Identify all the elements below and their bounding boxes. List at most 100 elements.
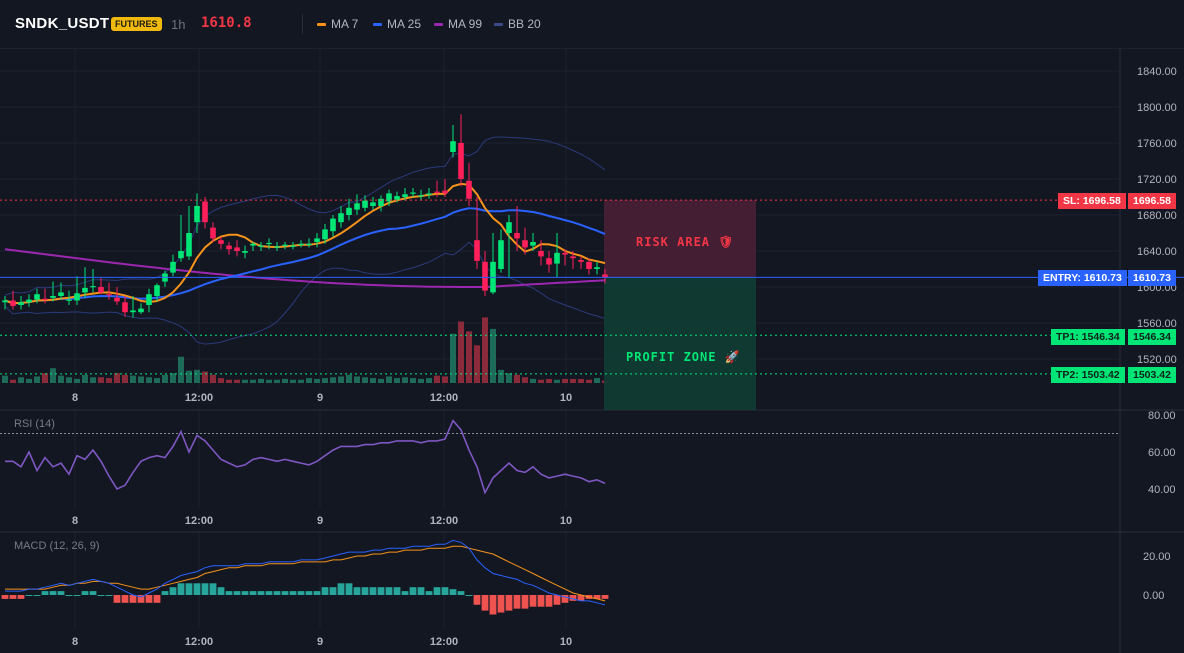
macd-histogram-bar [289,591,297,595]
entry-tag[interactable]: ENTRY: 1610.73 [1038,270,1127,286]
macd-histogram-bar [313,591,321,595]
macd-histogram-bar [305,591,313,595]
volume-bar [266,379,272,383]
volume-bar [170,373,176,383]
macd-histogram-bar [481,595,489,611]
volume-bar [290,379,296,383]
macd-histogram-bar [593,595,601,599]
macd-histogram-bar [105,595,113,596]
volume-bar [10,379,16,383]
candle-body [554,252,560,264]
header-divider [302,14,303,34]
rsi-tick-label: 80.00 [1148,410,1176,422]
macd-histogram-bar [441,587,449,595]
macd-histogram-bar [385,587,393,595]
candle-body [218,240,224,244]
candle-body [474,240,480,261]
candle-body [226,245,232,250]
legend-ma25[interactable]: MA 25 [373,17,421,31]
candle-body [114,297,120,302]
symbol-name[interactable]: SNDK_USDT [15,15,110,32]
macd-histogram-bar [209,583,217,595]
macd-histogram-bar [233,591,241,595]
candle-body [402,194,408,197]
macd-histogram-bar [121,595,129,603]
macd-histogram-bar [337,583,345,595]
volume-bar [386,376,392,383]
macd-histogram-bar [201,583,209,595]
candle-body [274,246,280,248]
volume-bar [546,378,552,383]
macd-histogram-bar [297,591,305,595]
candle-body [346,207,352,215]
candle-body [98,287,104,293]
timeframe-selector[interactable]: 1h [171,17,186,32]
legend-bb20[interactable]: BB 20 [494,17,541,31]
ma25-label: MA 25 [387,17,422,31]
candle-body [298,243,304,245]
volume-bar [82,374,88,383]
macd-histogram-bar [537,595,545,607]
candle-body [330,218,336,232]
volume-bar [434,375,440,383]
macd-histogram-bar [489,595,497,615]
macd-tick-label: 20.00 [1143,551,1171,563]
volume-bar [354,376,360,383]
volume-bar [506,373,512,383]
candle-body [194,206,200,223]
sl-price-tag: 1696.58 [1128,193,1176,209]
volume-bar [458,321,464,383]
candle-body [74,293,80,301]
ma7-label: MA 7 [331,17,359,31]
macd-histogram-bar [73,595,81,596]
price-tick-label: 1720.00 [1137,174,1177,186]
volume-bar [490,328,496,383]
time-tick-label: 12:00 [185,392,213,404]
macd-histogram-bar [225,591,233,595]
macd-histogram-bar [457,591,465,595]
volume-bar [66,377,72,383]
tp2-tag[interactable]: TP2: 1503.42 [1051,367,1125,383]
candle-body [370,202,376,206]
ma7-swatch [317,22,326,26]
candle-body [34,294,40,300]
price-tick-label: 1560.00 [1137,318,1177,330]
futures-badge: FUTURES [111,17,162,31]
volume-bar [306,378,312,383]
candle-body [58,292,64,296]
macd-histogram-bar [577,595,585,601]
candle-body [458,143,464,179]
candle-body [18,302,24,305]
profit-zone-box [604,277,756,410]
macd-histogram-bar [81,591,89,595]
macd-histogram-bar [1,595,9,599]
ma99-label: MA 99 [448,17,483,31]
volume-bar [570,378,576,383]
rsi-panel [0,419,1120,495]
price-tick-label: 1800.00 [1137,102,1177,114]
legend-ma7[interactable]: MA 7 [317,17,358,31]
macd-histogram-bar [361,587,369,595]
legend-ma99[interactable]: MA 99 [434,17,482,31]
volume-bar [498,369,504,383]
volume-bar [426,378,432,383]
sl-tag[interactable]: SL: 1696.58 [1058,193,1126,209]
candle-body [426,193,432,195]
macd-histogram-bar [465,595,473,596]
volume-bar [18,377,24,383]
macd-histogram-bar [505,595,513,611]
macd-histogram-bar [137,595,145,603]
macd-histogram-bar [217,587,225,595]
macd-tick-label: 0.00 [1143,590,1164,602]
time-tick-label: 8 [72,392,78,404]
macd-histogram-bar [25,595,33,596]
candle-body [82,287,88,293]
candle-body [66,299,72,301]
macd-title: MACD (12, 26, 9) [14,540,100,552]
volume-bar [538,379,544,383]
volume-bar [178,356,184,383]
trade-zones [604,200,756,410]
tp1-tag[interactable]: TP1: 1546.34 [1051,329,1125,345]
time-tick-label: 12:00 [185,636,213,648]
